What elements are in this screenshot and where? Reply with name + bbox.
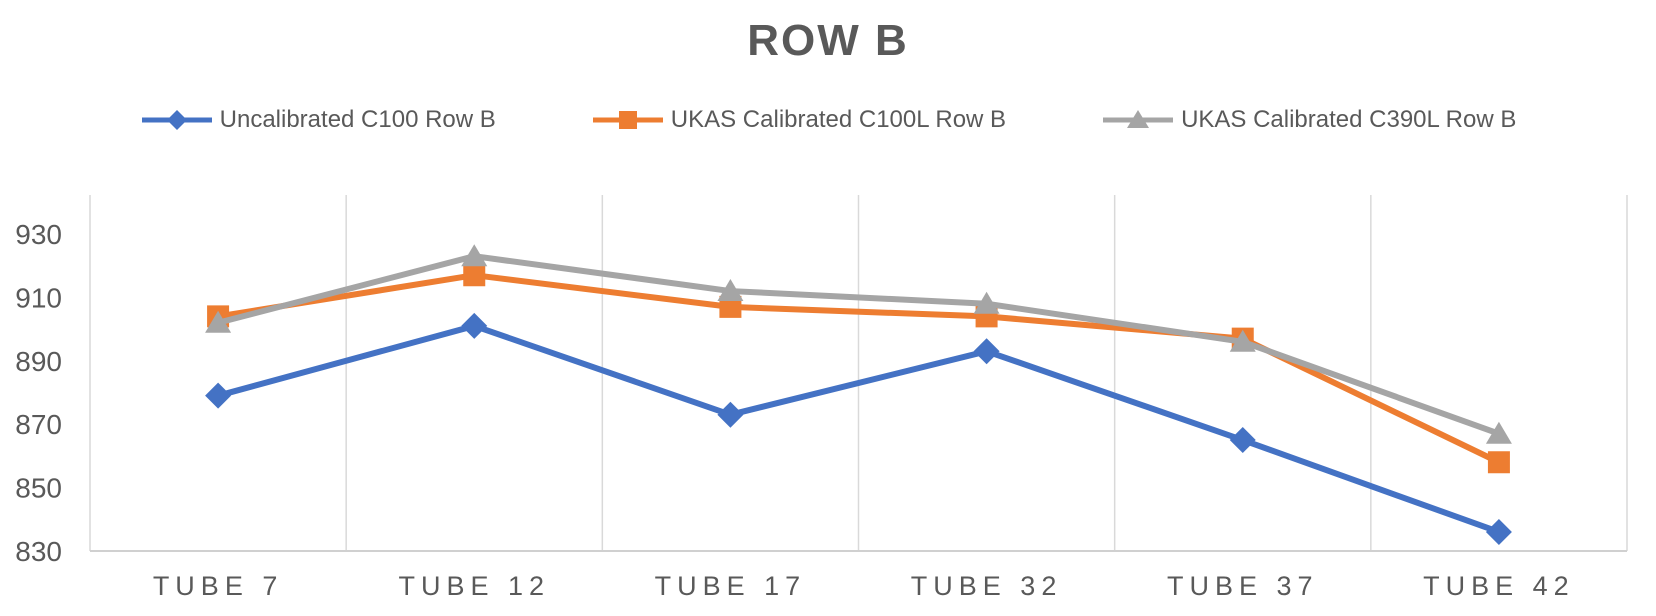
series-diamond [205, 312, 1512, 545]
triangle-data-point-marker [1229, 329, 1256, 352]
y-axis-tick-label: 890 [15, 346, 62, 377]
line-square-marker-icon [592, 111, 663, 129]
square-data-point-marker [1487, 451, 1510, 474]
chart-title: ROW B [747, 16, 909, 65]
triangle-data-point-marker [1485, 421, 1512, 444]
diamond-data-point-marker [205, 382, 232, 409]
diamond-data-point-marker [973, 338, 1000, 365]
legend-item-ukas-c100l[interactable]: UKAS Calibrated C100L Row B [591, 106, 1006, 134]
line-triangle-marker-icon [1103, 110, 1174, 128]
y-axis-tick-label: 930 [15, 219, 62, 250]
legend-item-ukas-c390l[interactable]: UKAS Calibrated C390L Row B [1101, 106, 1516, 134]
y-axis-tick-label: 870 [15, 409, 62, 440]
x-axis-category-label: TUBE 42 [1423, 571, 1575, 601]
series-triangle [205, 244, 1512, 444]
square-data-point-marker [463, 264, 486, 287]
y-axis-labels: 830 850 870 890 910 930 [15, 219, 62, 567]
legend-label: UKAS Calibrated C100L Row B [670, 106, 1007, 133]
y-axis-tick-label: 830 [15, 536, 62, 567]
x-axis-category-label: TUBE 17 [655, 571, 807, 601]
y-axis-tick-label: 850 [15, 473, 62, 504]
legend-label: UKAS Calibrated C390L Row B [1181, 106, 1517, 133]
legend: Uncalibrated C100 Row B UKAS Calibrated … [0, 106, 1656, 134]
x-axis-category-label: TUBE 37 [1167, 571, 1319, 601]
y-axis-tick-label: 910 [15, 282, 62, 313]
diamond-data-point-marker [1229, 427, 1256, 454]
triangle-data-point-marker [717, 279, 744, 302]
triangle-data-point-marker [973, 291, 1000, 314]
x-axis-category-label: TUBE 32 [911, 571, 1063, 601]
x-axis-category-label: TUBE 12 [398, 571, 550, 601]
diamond-data-point-marker [461, 312, 488, 339]
legend-label: Uncalibrated C100 Row B [219, 106, 496, 133]
x-axis-labels: TUBE 7 TUBE 12 TUBE 17 TUBE 32 TUBE 37 TUBE 4… [153, 571, 1575, 601]
square-data-point-marker [719, 295, 742, 318]
x-axis-category-label: TUBE 7 [153, 571, 284, 601]
diamond-data-point-marker [1485, 518, 1512, 545]
legend-item-uncalibrated-c100[interactable]: Uncalibrated C100 Row B [140, 106, 496, 134]
triangle-data-point-marker [461, 244, 488, 267]
diamond-data-point-marker [717, 401, 744, 428]
line-diamond-marker-icon [141, 110, 212, 130]
triangle-data-point-marker [205, 310, 232, 333]
